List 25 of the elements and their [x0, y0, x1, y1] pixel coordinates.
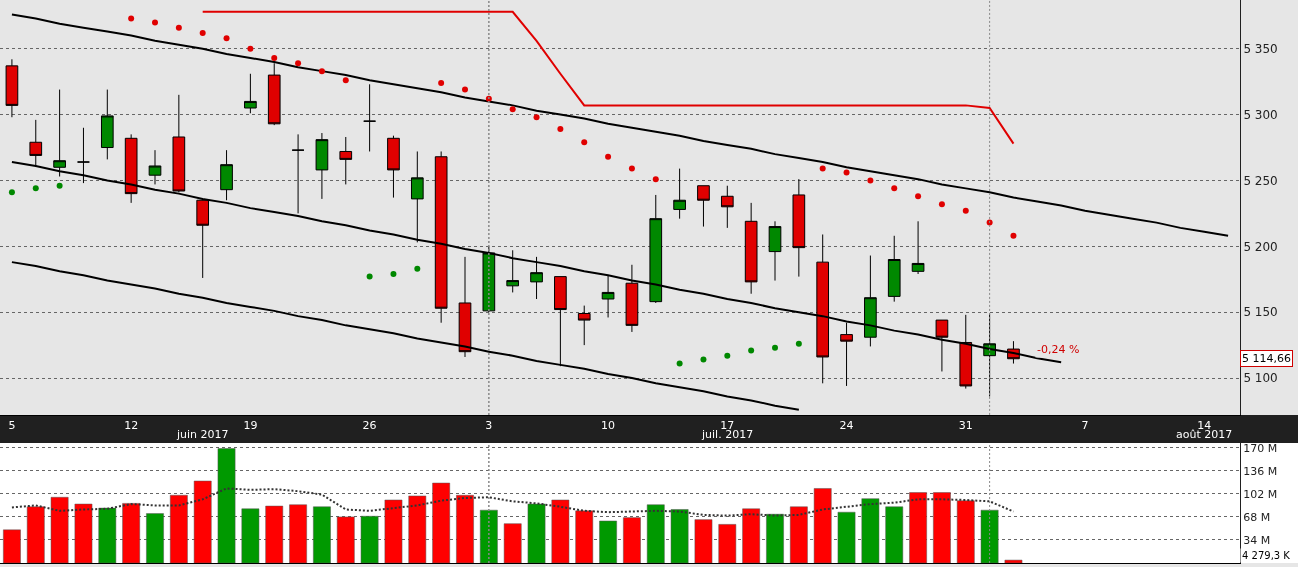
- y-tick-label: 5 250: [1243, 173, 1278, 188]
- y-tick-label: 68 M: [1243, 510, 1271, 524]
- y-tick-label: 5 150: [1243, 305, 1278, 320]
- x-tick-label: 26: [362, 419, 377, 433]
- annotation: -0,24 %: [1037, 343, 1080, 356]
- x-tick-label: 19: [243, 419, 258, 433]
- text: 4 279,3 K: [1242, 550, 1291, 561]
- x-tick-label: 12: [124, 419, 139, 433]
- y-tick-label: 170 M: [1243, 441, 1278, 455]
- x-tick-label: 7: [1081, 419, 1089, 433]
- y-tick-label: 5 100: [1243, 371, 1278, 386]
- x-tick-label: 5: [8, 419, 16, 433]
- text: juin 2017: [176, 428, 229, 441]
- text: août 2017: [1176, 428, 1233, 441]
- y-tick-label: 5 200: [1243, 239, 1278, 254]
- x-tick-label: 31: [958, 419, 973, 433]
- y-tick-label: 5 350: [1243, 41, 1278, 56]
- y-tick-label: 136 M: [1243, 464, 1278, 478]
- y-tick-label: 102 M: [1243, 487, 1278, 501]
- text: 5 114,66: [1242, 352, 1291, 365]
- y-tick-label: 5 300: [1243, 107, 1278, 122]
- x-tick-label: 3: [485, 419, 493, 433]
- y-tick-label: 34 M: [1243, 533, 1271, 547]
- x-tick-label: 24: [839, 419, 854, 433]
- x-tick-label: 10: [601, 419, 616, 433]
